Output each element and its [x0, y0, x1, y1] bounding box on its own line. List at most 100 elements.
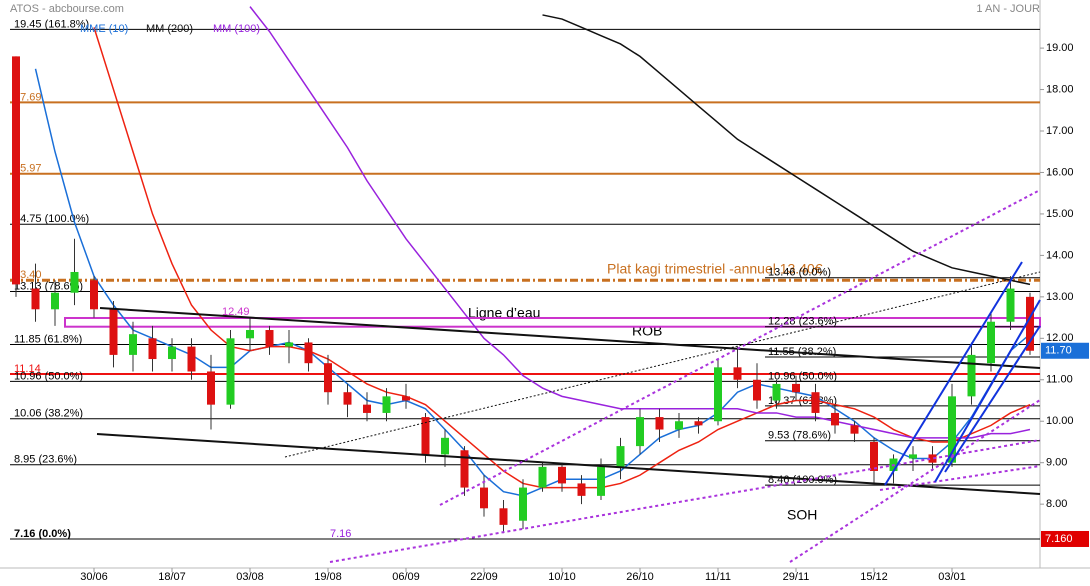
y-tick-label: 14.00 [1046, 249, 1074, 261]
candle-body [636, 417, 644, 447]
candle-body [246, 330, 254, 339]
level-label: 13.40 [14, 269, 42, 281]
candle-body [753, 379, 761, 401]
candle-body [207, 371, 215, 405]
candle-body [811, 392, 820, 413]
y-tick-label: 18.00 [1046, 83, 1074, 95]
trend-line [99, 307, 1041, 369]
level-label: 7.16 (0.0%) [14, 528, 71, 540]
trend-line [439, 189, 1041, 506]
candle-body [831, 412, 839, 426]
price-label-box [1041, 530, 1089, 547]
candle-body [265, 330, 274, 347]
candle-body [129, 334, 137, 355]
candle-body [928, 454, 937, 463]
level-label: 8.95 (23.6%) [14, 454, 77, 466]
legend-entry: MM (200) [146, 23, 193, 35]
trend-line [284, 271, 1041, 458]
candle-body [616, 446, 625, 467]
x-tick-label: 11/11 [705, 571, 731, 583]
level-label: 10.06 (38.2%) [14, 408, 83, 420]
x-tick-label: 03/08 [236, 571, 264, 583]
y-tick-label: 12.00 [1046, 332, 1074, 344]
candle-body [343, 392, 352, 405]
y-tick-label: 15.00 [1046, 208, 1074, 220]
trend-line [329, 439, 1041, 563]
candle-body [597, 466, 605, 496]
band [64, 316, 1041, 328]
level-label: 13.46 (0.0%) [768, 267, 831, 279]
candle-body [304, 342, 313, 364]
annotation: 7.16 [330, 528, 351, 540]
price-label-box [1041, 342, 1089, 359]
trend-line [944, 325, 1041, 473]
x-tick-label: 19/08 [314, 571, 342, 583]
x-tick-label: 26/10 [626, 571, 654, 583]
trend-line [934, 299, 1041, 483]
candle-body [870, 441, 878, 471]
candle-body [109, 309, 118, 355]
x-tick-label: 03/01 [938, 571, 966, 583]
candle-body [51, 292, 59, 310]
moving-average [34, 68, 1031, 497]
level-label: 11.85 (61.8%) [14, 333, 82, 345]
annotation: ROB [632, 323, 662, 339]
candle-body [558, 466, 566, 484]
candle-body [324, 363, 332, 393]
period: 1 AN - JOUR [976, 3, 1040, 15]
candle-body [168, 346, 176, 360]
y-tick-label: 13.00 [1046, 291, 1074, 303]
moving-average [542, 14, 1031, 286]
x-tick-label: 15/12 [860, 571, 888, 583]
candle-body [402, 396, 410, 401]
candle-body [499, 508, 508, 525]
level-label: 19.45 (161.8%) [14, 18, 89, 30]
price-label: 7.160 [1045, 533, 1073, 545]
y-tick-label: 16.00 [1046, 166, 1074, 178]
candle-body [226, 338, 235, 405]
level-label: 17.69 [14, 91, 42, 103]
moving-average [249, 6, 1031, 439]
candle-body [480, 487, 488, 509]
x-tick-label: 29/11 [783, 571, 810, 583]
y-tick-label: 9.00 [1046, 457, 1067, 469]
annotation: SOH [787, 507, 817, 523]
candle-body [382, 396, 391, 413]
candle-body [460, 450, 469, 488]
x-tick-label: 22/09 [470, 571, 498, 583]
band-label: 12.49 [222, 306, 250, 318]
level-label: 10.96 (50.0%) [14, 370, 83, 382]
candle-body [850, 425, 859, 434]
candle-body [441, 437, 449, 455]
candle-body [694, 421, 703, 426]
candle-body [363, 404, 371, 413]
level-label: 10.96 (50.0%) [768, 370, 837, 382]
candle-body [519, 487, 527, 521]
annotation: Plat kagi trimestriel -annuel 13.40€ [607, 261, 823, 277]
trend-line [884, 261, 1023, 486]
y-tick-label: 10.00 [1046, 415, 1074, 427]
candle-body [948, 396, 956, 463]
candle-body [909, 454, 917, 459]
x-tick-label: 10/10 [548, 571, 576, 583]
x-tick-label: 06/09 [392, 571, 420, 583]
trend-line [96, 433, 1041, 495]
price-label: 11.70 [1045, 345, 1072, 357]
level-label: 9.53 (78.6%) [768, 430, 831, 442]
candle-body [148, 338, 157, 360]
candle-body [733, 367, 742, 380]
chart-title: ATOS - abcbourse.com [10, 3, 124, 15]
candle-body [12, 56, 20, 285]
level-label: 15.97 [14, 163, 42, 175]
candle-body [967, 354, 976, 397]
level-label: 13.13 (78.6%) [14, 280, 83, 292]
trend-lines [96, 189, 1041, 563]
candle-body [772, 383, 781, 401]
y-tick-label: 11.00 [1046, 374, 1073, 386]
level-label: 11.14 [14, 363, 41, 375]
candle-body [714, 367, 722, 422]
candle-body [187, 346, 196, 372]
candle-body [655, 417, 664, 430]
